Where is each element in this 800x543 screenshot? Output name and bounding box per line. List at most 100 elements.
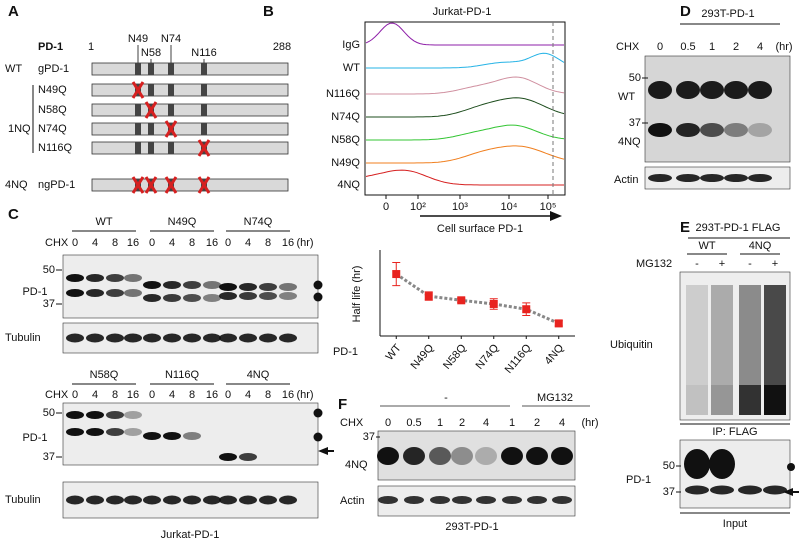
- band: [219, 495, 237, 505]
- histogram-curve: [366, 124, 565, 141]
- band: [66, 411, 84, 419]
- time-label: 4: [92, 237, 98, 249]
- band: [748, 174, 772, 182]
- x-tick-label: 10⁴: [501, 201, 518, 213]
- band: [748, 81, 772, 99]
- trend-line: [395, 272, 560, 325]
- smear: [764, 285, 786, 385]
- band: [552, 496, 572, 504]
- lane-label: -: [748, 258, 752, 270]
- rule: [144, 176, 158, 194]
- site-label: N58: [141, 47, 161, 59]
- band-dot: [313, 432, 323, 442]
- band: [259, 333, 277, 343]
- arrow-head: [550, 211, 562, 221]
- band: [430, 496, 450, 504]
- loading-label: Actin: [614, 174, 638, 186]
- band: [676, 81, 700, 99]
- row-label: gPD-1: [38, 63, 69, 75]
- band-dot: [313, 292, 323, 302]
- lane-label: +: [719, 258, 725, 270]
- band: [86, 495, 104, 505]
- band: [239, 453, 257, 461]
- band: [476, 496, 496, 504]
- row-label: ngPD-1: [38, 179, 75, 191]
- band: [183, 281, 201, 289]
- treatment-label: MG132: [636, 258, 672, 270]
- marker-label: 50: [43, 264, 55, 276]
- band: [143, 294, 161, 302]
- loading-label: Tubulin: [5, 494, 41, 506]
- band: [279, 292, 297, 300]
- residue-end: 288: [273, 41, 291, 53]
- band: [86, 428, 104, 436]
- sample-label: N74Q: [331, 111, 360, 123]
- band: [700, 123, 724, 137]
- rule: [164, 120, 178, 138]
- sample-label: 4NQ: [337, 179, 360, 191]
- group-label: WT: [698, 240, 715, 252]
- band: [259, 292, 277, 300]
- band: [66, 274, 84, 282]
- data-point: [392, 270, 401, 279]
- x-tick-label: 0: [383, 201, 389, 213]
- band: [86, 289, 104, 297]
- group-label: N49Q: [168, 216, 197, 228]
- panel-letter: D: [680, 3, 691, 20]
- band: [86, 333, 104, 343]
- time-label: 4: [757, 41, 763, 53]
- time-label: 8: [112, 237, 118, 249]
- data-point: [554, 319, 563, 328]
- time-label: 4: [245, 389, 251, 401]
- row-group: WT: [5, 63, 22, 75]
- band: [203, 294, 221, 302]
- panel-title: Jurkat-PD-1: [433, 6, 492, 18]
- treatment-label: CHX: [616, 41, 640, 53]
- treatment-label: CHX: [45, 237, 69, 249]
- time-label: 1: [709, 41, 715, 53]
- x-tick-label: 4NQ: [543, 342, 567, 367]
- sample-label: WT: [343, 62, 360, 74]
- smear: [686, 285, 708, 385]
- band: [219, 453, 237, 461]
- x-tick-label: N58Q: [441, 342, 469, 372]
- glyco-site: [168, 63, 174, 75]
- band: [163, 495, 181, 505]
- glyco-site: [135, 104, 141, 116]
- x-tick-label: 10³: [452, 201, 468, 213]
- protein-bar: [91, 178, 289, 192]
- band: [501, 447, 523, 465]
- band: [279, 333, 297, 343]
- band: [183, 333, 201, 343]
- protein-bar: [91, 83, 289, 97]
- rule: [131, 176, 145, 194]
- row-group: 4NQ: [5, 179, 28, 191]
- time-label: 8: [189, 389, 195, 401]
- band: [106, 495, 124, 505]
- band: [183, 495, 201, 505]
- band: [700, 81, 724, 99]
- time-label: 16: [282, 389, 294, 401]
- band: [648, 123, 672, 137]
- band: [106, 333, 124, 343]
- row-label: N49Q: [38, 84, 67, 96]
- protein-label: PD-1: [22, 286, 47, 298]
- band: [124, 289, 142, 297]
- band: [378, 496, 398, 504]
- marker-label: 37: [363, 431, 375, 443]
- time-label: 4: [169, 389, 175, 401]
- time-label: 0: [149, 389, 155, 401]
- marker-label: 50: [629, 72, 641, 84]
- x-axis-label: PD-1: [333, 346, 358, 358]
- band: [403, 447, 425, 465]
- time-label: 2: [534, 417, 540, 429]
- band: [738, 485, 762, 495]
- time-label: 16: [282, 237, 294, 249]
- group-label: WT: [95, 216, 112, 228]
- time-label: 0: [225, 389, 231, 401]
- protein-bar: [91, 62, 289, 76]
- input-label: Input: [723, 518, 747, 530]
- panel-letter: C: [8, 206, 19, 223]
- band: [163, 333, 181, 343]
- protein-label: 4NQ: [345, 459, 368, 471]
